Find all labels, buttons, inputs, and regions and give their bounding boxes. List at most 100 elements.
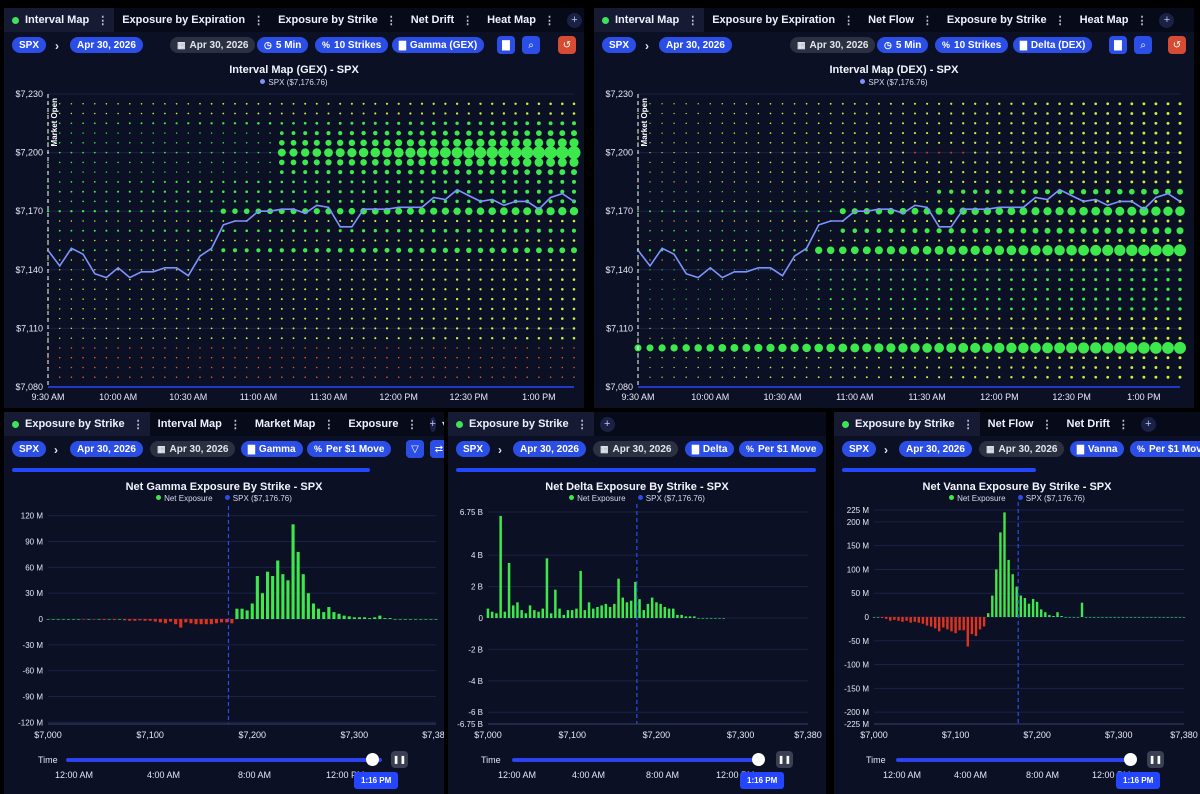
tab-net-drift[interactable]: Net Drift ⋮ [403,8,479,32]
per-move-pill[interactable]: %Per $1 Move [739,441,824,457]
tab-interval-map[interactable]: Interval Map ⋮ [4,8,115,32]
kebab-menu-icon[interactable]: ⋮ [1117,418,1129,431]
symbol-pill[interactable]: SPX [602,37,637,53]
tab-net-drift[interactable]: Net Drift ⋮ [1059,412,1135,436]
pause-button[interactable]: ❚❚ [776,751,793,768]
date-pill[interactable]: Apr 30, 2026 [659,37,732,53]
per-move-pill[interactable]: %Per $1 Move [1130,441,1200,457]
exposure-bubble [1178,375,1182,379]
kebab-menu-icon[interactable]: ⋮ [1136,14,1148,27]
date-pill[interactable]: Apr 30, 2026 [70,441,143,457]
exposure-bubble [395,139,403,147]
tab-heat-map[interactable]: Heat Map ⋮ [1072,8,1154,32]
kebab-menu-icon[interactable]: ⋮ [544,14,556,27]
greek-pill[interactable]: ▇ Delta [685,441,735,457]
symbol-pill[interactable]: SPX [456,441,491,457]
kebab-menu-icon[interactable]: ⋮ [687,14,699,27]
greek-pill[interactable]: ▇ Gamma [241,441,303,457]
tab-interval-map[interactable]: Interval Map ⋮ [150,412,247,436]
kebab-menu-icon[interactable]: ⋮ [229,418,241,431]
time-slider-thumb[interactable] [752,753,765,766]
add-tab-button[interactable]: + [429,416,436,432]
tab-exposure[interactable]: Exposure ⋮ [340,412,423,436]
kebab-menu-icon[interactable]: ⋮ [253,14,265,27]
tab-exposure-by-strike[interactable]: Exposure by Strike ⋮ [834,412,980,436]
exposure-bubble [441,158,450,167]
interval-pill[interactable]: ◷ 5 Min [877,37,929,53]
exposure-bubble [490,121,495,126]
exposure-bubble [962,170,965,174]
reset-button[interactable]: ↺ [1168,36,1186,54]
calendar-date-pill[interactable]: ▦ Apr 30, 2026 [593,441,679,457]
chart-type-button[interactable]: ▇ [1109,36,1127,54]
symbol-pill[interactable]: SPX [12,441,47,457]
chart-type-button[interactable]: ▇ [497,36,515,54]
greek-pill[interactable]: ▇ Vanna [1070,441,1125,457]
add-tab-button[interactable]: + [599,416,615,432]
symbol-pill[interactable]: SPX [12,37,47,53]
exposure-bubble [853,102,856,105]
calendar-date-pill[interactable]: ▦ Apr 30, 2026 [790,37,876,53]
more-button[interactable]: ⇄ [430,440,444,458]
add-tab-button[interactable]: + [567,12,583,28]
search-button[interactable]: ⌕ [522,36,540,54]
kebab-menu-icon[interactable]: ⋮ [406,418,418,431]
calendar-date-pill[interactable]: ▦ Apr 30, 2026 [150,441,236,457]
kebab-menu-icon[interactable]: ⋮ [1041,418,1053,431]
kebab-menu-icon[interactable]: ⋮ [132,418,144,431]
strikes-pill[interactable]: % 10 Strikes [935,37,1009,53]
tab-heat-map[interactable]: Heat Map ⋮ [479,8,561,32]
date-pill[interactable]: Apr 30, 2026 [899,441,972,457]
kebab-menu-icon[interactable]: ⋮ [843,14,855,27]
exposure-bar [718,618,721,619]
tab-exposure-by-strike[interactable]: Exposure by Strike ⋮ [939,8,1072,32]
tab-exposure-by-strike[interactable]: Exposure by Strike ⋮ [270,8,403,32]
exposure-bubble [336,207,344,215]
tab-interval-map[interactable]: Interval Map ⋮ [594,8,705,32]
filter-button[interactable]: ▽ [406,440,424,458]
pause-button[interactable]: ❚❚ [1147,751,1164,768]
time-track[interactable] [896,758,1136,762]
calendar-date-pill[interactable]: ▦ Apr 30, 2026 [979,441,1065,457]
kebab-menu-icon[interactable]: ⋮ [462,14,474,27]
kebab-menu-icon[interactable]: ⋮ [97,14,109,27]
tab-exposure-by-strike[interactable]: Exposure by Strike ⋮ [4,412,150,436]
time-track[interactable] [512,758,764,762]
tab-net-flow[interactable]: Net Flow ⋮ [980,412,1059,436]
kebab-menu-icon[interactable]: ⋮ [962,418,974,431]
kebab-menu-icon[interactable]: ⋮ [385,14,397,27]
greek-pill[interactable]: ▇ Gamma (GEX) [392,37,485,53]
time-track[interactable] [66,758,382,762]
exposure-bubble [769,161,772,164]
pause-button[interactable]: ❚❚ [391,751,408,768]
symbol-pill[interactable]: SPX [842,441,877,457]
date-pill[interactable]: Apr 30, 2026 [513,441,586,457]
time-slider-thumb[interactable] [366,753,379,766]
reset-button[interactable]: ↺ [558,36,576,54]
tab-exposure-by-strike[interactable]: Exposure by Strike ⋮ [448,412,594,436]
exposure-bar [962,617,965,631]
add-tab-button[interactable]: + [1159,12,1175,28]
exposure-bubble [514,336,517,340]
exposure-bubble [431,169,437,175]
tab-exposure-by-expiration[interactable]: Exposure by Expiration ⋮ [704,8,860,32]
greek-pill[interactable]: ▇ Delta (DEX) [1013,37,1093,53]
exposure-bubble [1142,258,1146,262]
per-move-pill[interactable]: %Per $1 Move [307,441,392,457]
tab-market-map[interactable]: Market Map ⋮ [247,412,341,436]
add-tab-button[interactable]: + [1140,416,1156,432]
kebab-menu-icon[interactable]: ⋮ [1054,14,1066,27]
time-slider-thumb[interactable] [1124,753,1137,766]
strikes-pill[interactable]: % 10 Strikes [315,37,389,53]
calendar-date-pill[interactable]: ▦ Apr 30, 2026 [170,37,256,53]
tab-exposure-by-expiration[interactable]: Exposure by Expiration ⋮ [114,8,270,32]
exposure-bubble [490,189,495,194]
kebab-menu-icon[interactable]: ⋮ [921,14,933,27]
search-button[interactable]: ⌕ [1134,36,1152,54]
kebab-menu-icon[interactable]: ⋮ [576,418,588,431]
date-pill[interactable]: Apr 30, 2026 [70,37,143,53]
interval-pill[interactable]: ◷ 5 Min [257,37,309,53]
exposure-bubble [1070,219,1073,223]
tab-net-flow[interactable]: Net Flow ⋮ [860,8,939,32]
kebab-menu-icon[interactable]: ⋮ [323,418,335,431]
